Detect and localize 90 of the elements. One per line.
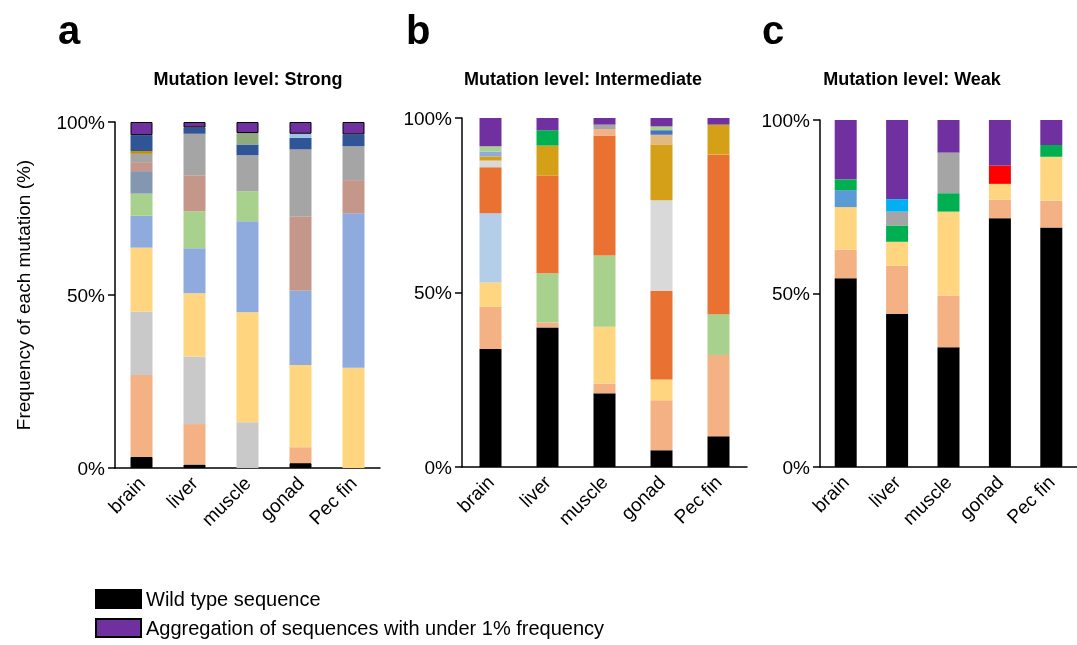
bar: [937, 211, 960, 296]
bar: [593, 118, 616, 125]
bar: [834, 207, 857, 250]
bar: [834, 249, 857, 279]
bar: [834, 120, 857, 180]
x-tick-label: liver: [515, 471, 555, 512]
legend-label: Aggregation of sequences with under 1% frequency: [146, 617, 605, 639]
bar: [988, 183, 1011, 200]
bar: [650, 130, 673, 135]
bar: [1040, 144, 1063, 157]
bar: [650, 134, 673, 145]
legend-label: Wild type sequence: [146, 588, 321, 610]
bar: [479, 160, 502, 168]
bar: [937, 152, 960, 194]
bar: [183, 248, 206, 294]
bar: [593, 383, 616, 394]
chart-title: Mutation level: Intermediate: [463, 69, 703, 89]
bar: [650, 126, 673, 131]
bar: [707, 154, 730, 315]
bar: [988, 165, 1011, 184]
bar: [183, 122, 206, 128]
bar: [289, 137, 312, 150]
bar: [236, 133, 259, 145]
bar: [479, 282, 502, 307]
y-tick-label: 50%: [66, 284, 106, 306]
bar: [650, 400, 673, 451]
bar: [236, 122, 259, 134]
text: c: [762, 8, 785, 52]
x-tick-label: liver: [865, 471, 905, 512]
bar: [937, 295, 960, 348]
chart-title: Mutation level: Strong: [153, 69, 343, 89]
bar: [130, 171, 153, 194]
bar: [536, 130, 559, 146]
bar: [593, 326, 616, 384]
bar: [886, 241, 909, 266]
bar: [650, 118, 673, 127]
bar: [342, 122, 365, 135]
bar: [886, 211, 909, 226]
bar: [183, 211, 206, 249]
bar: [479, 146, 502, 152]
y-tick-label: 50%: [413, 282, 453, 303]
bar: [536, 175, 559, 274]
x-tick-label: Pec fin: [305, 472, 361, 529]
bar: [479, 118, 502, 147]
chart-title: Mutation level: Weak: [823, 69, 1002, 89]
bar: [183, 424, 206, 465]
bar: [707, 354, 730, 437]
bar: [536, 118, 559, 131]
text: b: [406, 8, 431, 52]
bar: [1040, 120, 1063, 145]
bar: [886, 120, 909, 200]
x-tick-label: Pec fin: [670, 471, 726, 528]
bar: [183, 356, 206, 425]
bar: [1040, 200, 1063, 228]
y-tick-label: 0%: [77, 457, 106, 479]
bar: [289, 122, 312, 134]
bar: [834, 190, 857, 208]
bar: [236, 144, 259, 156]
bar: [707, 118, 730, 125]
bar: [130, 311, 153, 375]
bar: [289, 447, 312, 464]
y-tick-label: 100%: [403, 107, 453, 129]
y-tick-label: 0%: [424, 456, 453, 478]
bar: [479, 306, 502, 350]
bar: [988, 199, 1011, 219]
bar: [1040, 156, 1063, 201]
bar: [886, 265, 909, 314]
bar: [289, 133, 312, 138]
bar: [650, 291, 673, 380]
y-tick-label: 50%: [771, 283, 811, 304]
bar: [130, 151, 153, 154]
text: a: [58, 8, 81, 52]
y-axis-title: Frequency of each mutation (%): [13, 159, 34, 431]
bar: [479, 213, 502, 283]
bar: [937, 193, 960, 212]
bar: [886, 225, 909, 242]
bar: [130, 215, 153, 248]
x-tick-label: liver: [162, 472, 202, 513]
bar: [130, 162, 153, 172]
bar: [886, 199, 909, 212]
bar: [988, 120, 1011, 166]
y-tick-label: 100%: [761, 109, 811, 131]
bar: [937, 120, 960, 153]
bar: [650, 379, 673, 401]
y-tick-label: 0%: [782, 456, 811, 478]
bar: [130, 374, 153, 457]
bar: [130, 135, 153, 152]
y-tick-label: 100%: [56, 111, 106, 133]
bar: [130, 193, 153, 216]
bar: [130, 122, 153, 136]
